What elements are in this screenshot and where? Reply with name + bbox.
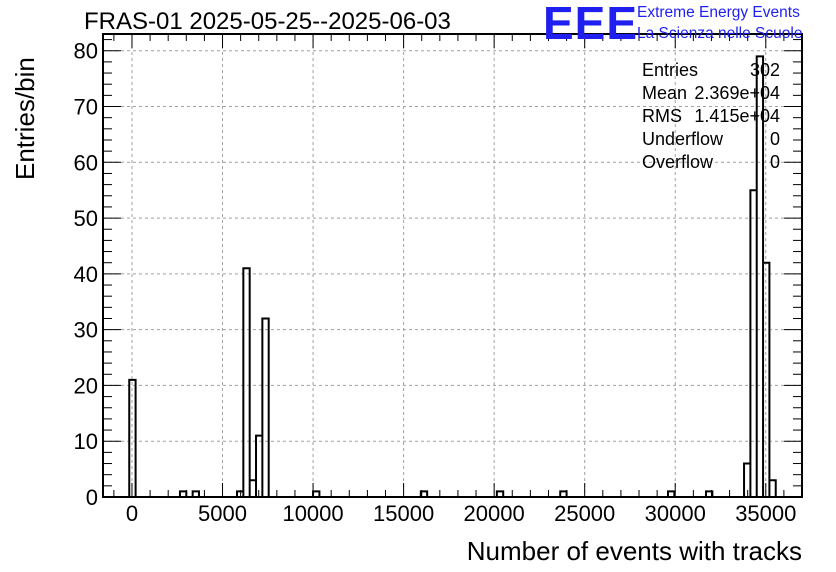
x-tick-label: 10000 [282,501,343,526]
y-tick-label: 10 [74,429,98,454]
eee-logo: EEE [543,0,639,49]
y-tick-label: 70 [74,95,98,120]
stat-entries-label: Entries [642,60,699,80]
x-tick-label: 25000 [554,501,615,526]
x-tick-label: 15000 [373,501,434,526]
x-tick-label: 5000 [198,501,247,526]
stat-rms-label: RMS [642,106,682,126]
logo-line-1: Extreme Energy Events [637,4,800,21]
x-axis-label: Number of events with tracks [466,536,802,566]
histogram-outline [128,55,777,497]
logo-line-2: La Scienza nelle Scuole [637,25,803,42]
stat-overflow-label: Overflow [642,152,714,172]
y-tick-label: 0 [86,485,98,510]
x-tick-label: 0 [126,501,138,526]
y-axis-label: Entries/bin [10,57,40,180]
y-tick-label: 30 [74,318,98,343]
y-tick-label: 60 [74,150,98,175]
stat-entries-value: 302 [749,60,780,80]
y-tick-label: 40 [74,262,98,287]
x-tick-label: 20000 [464,501,525,526]
y-tick-label: 50 [74,206,98,231]
plot-frame [102,33,803,498]
chart-title: FRAS-01 2025-05-25--2025-06-03 [84,8,451,35]
stat-rms-value: 1.415e+04 [694,106,780,126]
x-tick-label: 35000 [735,501,796,526]
stat-mean-value: 2.369e+04 [694,83,780,103]
x-tick-label: 30000 [645,501,706,526]
y-tick-label: 20 [74,373,98,398]
stat-underflow-value: 0 [769,129,780,149]
stat-underflow-label: Underflow [642,129,724,149]
stat-overflow-value: 0 [769,152,780,172]
y-tick-label: 80 [74,39,98,64]
stat-mean-label: Mean [642,83,688,103]
